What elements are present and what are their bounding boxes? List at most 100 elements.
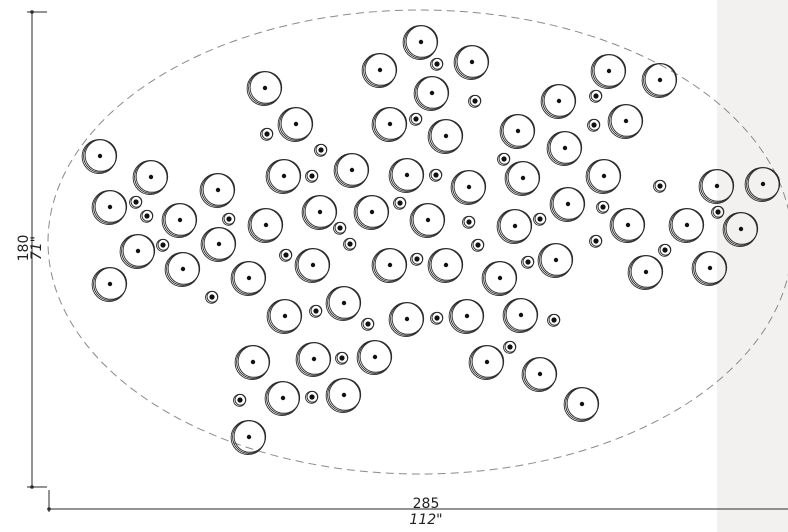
large-ring-icon bbox=[427, 119, 464, 154]
small-ring-icon bbox=[260, 127, 274, 141]
small-ring-icon bbox=[205, 290, 219, 304]
large-ring-icon bbox=[199, 173, 236, 208]
small-ring-icon bbox=[589, 234, 603, 248]
large-ring-icon bbox=[744, 167, 781, 202]
large-ring-icon bbox=[277, 107, 314, 142]
small-ring-icon bbox=[314, 143, 328, 157]
small-ring-icon bbox=[429, 168, 443, 182]
large-ring-icon bbox=[361, 53, 398, 88]
large-ring-icon bbox=[264, 381, 301, 416]
large-ring-icon bbox=[549, 187, 586, 222]
large-ring-icon bbox=[590, 54, 627, 89]
large-ring-icon bbox=[81, 139, 118, 174]
small-ring-icon bbox=[521, 255, 535, 269]
large-ring-icon bbox=[164, 252, 201, 287]
large-ring-icon bbox=[546, 131, 583, 166]
large-ring-icon bbox=[563, 387, 600, 422]
large-ring-icon bbox=[609, 208, 646, 243]
large-ring-icon bbox=[496, 209, 533, 244]
side-panel bbox=[717, 0, 788, 532]
large-ring-icon bbox=[200, 227, 237, 262]
large-ring-icon bbox=[301, 195, 338, 230]
small-ring-icon bbox=[497, 152, 511, 166]
large-ring-icon bbox=[698, 169, 735, 204]
small-ring-icon bbox=[222, 212, 236, 226]
small-ring-icon bbox=[140, 209, 154, 223]
large-ring-icon bbox=[119, 234, 156, 269]
large-ring-icon bbox=[388, 302, 425, 337]
small-ring-icon bbox=[596, 200, 610, 214]
large-ring-icon bbox=[468, 345, 505, 380]
small-ring-icon bbox=[410, 252, 424, 266]
small-ring-icon bbox=[156, 238, 170, 252]
large-ring-icon bbox=[402, 25, 439, 60]
large-ring-icon bbox=[91, 267, 128, 302]
large-ring-icon bbox=[246, 71, 283, 106]
large-ring-icon bbox=[325, 286, 362, 321]
large-ring-icon bbox=[450, 170, 487, 205]
large-ring-icon bbox=[499, 114, 536, 149]
large-ring-icon bbox=[409, 203, 446, 238]
large-ring-icon bbox=[230, 420, 267, 455]
large-ring-icon bbox=[295, 342, 332, 377]
small-ring-icon bbox=[361, 317, 375, 331]
large-rings-group bbox=[81, 25, 781, 455]
large-ring-icon bbox=[502, 298, 539, 333]
small-ring-icon bbox=[309, 304, 323, 318]
small-ring-icon bbox=[343, 237, 357, 251]
large-ring-icon bbox=[607, 104, 644, 139]
large-ring-icon bbox=[325, 378, 362, 413]
small-ring-icon bbox=[409, 112, 423, 126]
large-ring-icon bbox=[448, 299, 485, 334]
large-ring-icon bbox=[333, 153, 370, 188]
large-ring-icon bbox=[641, 63, 678, 98]
small-ring-icon bbox=[503, 340, 517, 354]
small-ring-icon bbox=[547, 313, 561, 327]
large-ring-icon bbox=[722, 212, 759, 247]
large-ring-icon bbox=[691, 251, 728, 286]
small-ring-icon bbox=[333, 221, 347, 235]
large-ring-icon bbox=[504, 161, 541, 196]
small-ring-icon bbox=[468, 94, 482, 108]
large-ring-icon bbox=[371, 107, 408, 142]
small-ring-icon bbox=[589, 89, 603, 103]
small-ring-icon bbox=[129, 195, 143, 209]
large-ring-icon bbox=[356, 340, 393, 375]
large-ring-icon bbox=[537, 243, 574, 278]
large-ring-icon bbox=[247, 208, 284, 243]
small-ring-icon bbox=[305, 169, 319, 183]
small-ring-icon bbox=[471, 238, 485, 252]
small-ring-icon bbox=[653, 179, 667, 193]
large-ring-icon bbox=[294, 248, 331, 283]
large-ring-icon bbox=[413, 76, 450, 111]
width-dimension: 285 112" bbox=[47, 490, 788, 528]
height-in-label: 71" bbox=[29, 236, 45, 260]
small-ring-icon bbox=[393, 196, 407, 210]
large-ring-icon bbox=[234, 345, 271, 380]
small-ring-icon bbox=[430, 57, 444, 71]
large-ring-icon bbox=[266, 299, 303, 334]
large-ring-icon bbox=[427, 248, 464, 283]
small-rings-group bbox=[129, 57, 725, 407]
small-ring-icon bbox=[658, 243, 672, 257]
small-ring-icon bbox=[587, 118, 601, 132]
small-ring-icon bbox=[279, 248, 293, 262]
small-ring-icon bbox=[335, 351, 349, 365]
large-ring-icon bbox=[371, 248, 408, 283]
large-ring-icon bbox=[353, 195, 390, 230]
width-cm-label: 285 bbox=[413, 496, 440, 512]
large-ring-icon bbox=[627, 255, 664, 290]
small-ring-icon bbox=[305, 390, 319, 404]
height-cm-label: 180 bbox=[16, 235, 32, 262]
large-ring-icon bbox=[585, 159, 622, 194]
large-ring-icon bbox=[230, 261, 267, 296]
height-dimension: 180 71" bbox=[16, 10, 47, 489]
large-ring-icon bbox=[481, 261, 518, 296]
large-ring-icon bbox=[540, 84, 577, 119]
large-ring-icon bbox=[668, 208, 705, 243]
small-ring-icon bbox=[430, 311, 444, 325]
large-ring-icon bbox=[265, 159, 302, 194]
small-ring-icon bbox=[233, 393, 247, 407]
